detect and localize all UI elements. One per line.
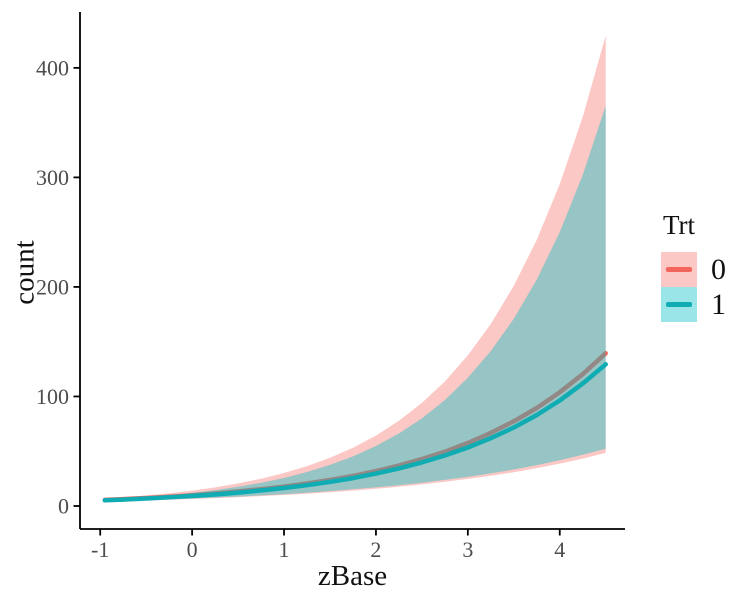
x-axis-title: zBase [317,560,388,592]
y-tick-label: 200 [36,274,69,299]
legend: Trt 0 1 [661,210,726,322]
y-tick-label: 0 [58,493,69,518]
x-tick-label: -1 [91,537,109,562]
legend-keyline-trt-1-icon [666,302,692,307]
confidence-ribbon-trt-1 [104,105,606,502]
x-tick-label: 0 [187,537,198,562]
x-tick-label: 4 [554,537,565,562]
legend-swatch-trt-0 [661,252,697,287]
confidence-ribbon-trt-0 [104,35,606,502]
legend-keyline-trt-0-icon [666,267,692,272]
ribbons-layer [102,35,608,503]
fitted-line-trt-1 [102,362,608,503]
x-tick-label: 2 [370,537,381,562]
x-tick-label: 1 [279,537,290,562]
legend-swatch-trt-1 [661,287,697,322]
axes-layer: -1 0 1 2 3 4 0 100 200 300 400 [36,12,625,562]
legend-label-trt-0: 0 [711,253,726,286]
legend-item-trt-1: 1 [661,287,726,322]
legend-title: Trt [663,210,696,240]
y-tick-label: 100 [36,384,69,409]
x-tick-label: 3 [462,537,473,562]
y-tick-label: 300 [36,165,69,190]
legend-item-trt-0: 0 [661,252,726,287]
legend-label-trt-1: 1 [711,288,726,321]
series-trt-1 [102,105,608,503]
y-tick-label: 400 [36,55,69,80]
y-axis-title: count [8,240,41,305]
